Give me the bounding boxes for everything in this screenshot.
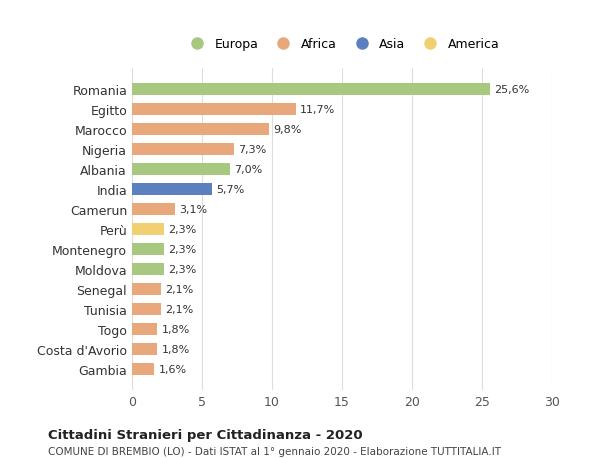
Text: 2,3%: 2,3%: [169, 224, 197, 235]
Text: 3,1%: 3,1%: [179, 205, 208, 214]
Text: 7,0%: 7,0%: [234, 164, 262, 174]
Bar: [132, 184, 212, 196]
Text: 5,7%: 5,7%: [216, 185, 244, 195]
Bar: [132, 303, 161, 315]
Bar: [132, 324, 157, 336]
Bar: [132, 123, 269, 135]
Bar: [132, 163, 230, 175]
Text: 2,1%: 2,1%: [166, 304, 194, 314]
Text: Cittadini Stranieri per Cittadinanza - 2020: Cittadini Stranieri per Cittadinanza - 2…: [48, 428, 362, 442]
Text: 2,3%: 2,3%: [169, 245, 197, 254]
Bar: [132, 224, 164, 235]
Bar: [132, 144, 234, 156]
Text: COMUNE DI BREMBIO (LO) - Dati ISTAT al 1° gennaio 2020 - Elaborazione TUTTITALIA: COMUNE DI BREMBIO (LO) - Dati ISTAT al 1…: [48, 447, 501, 456]
Bar: [132, 343, 157, 356]
Text: 1,6%: 1,6%: [158, 364, 187, 375]
Text: 2,1%: 2,1%: [166, 285, 194, 295]
Bar: [132, 84, 490, 95]
Text: 7,3%: 7,3%: [238, 145, 266, 155]
Text: 11,7%: 11,7%: [300, 105, 335, 114]
Bar: [132, 103, 296, 116]
Text: 1,8%: 1,8%: [161, 325, 190, 335]
Text: 1,8%: 1,8%: [161, 345, 190, 354]
Bar: [132, 284, 161, 296]
Bar: [132, 244, 164, 256]
Legend: Europa, Africa, Asia, America: Europa, Africa, Asia, America: [179, 34, 505, 56]
Text: 9,8%: 9,8%: [274, 124, 302, 134]
Bar: [132, 203, 175, 215]
Bar: [132, 364, 154, 375]
Text: 25,6%: 25,6%: [494, 84, 530, 95]
Text: 2,3%: 2,3%: [169, 264, 197, 274]
Bar: [132, 263, 164, 275]
